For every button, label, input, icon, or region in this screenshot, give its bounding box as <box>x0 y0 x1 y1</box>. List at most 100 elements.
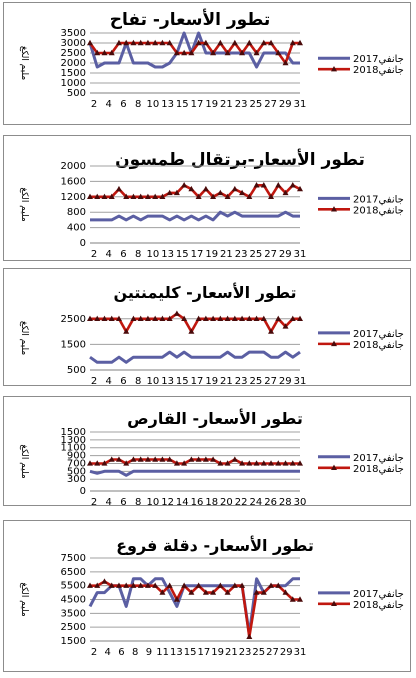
x-tick-label: 22 <box>235 497 248 508</box>
data-point-2018 <box>144 315 151 321</box>
data-point-2018 <box>137 39 144 46</box>
data-point-2018 <box>297 39 303 46</box>
data-point-2018 <box>137 315 144 321</box>
data-point-2018 <box>217 460 224 466</box>
data-point-2018 <box>123 582 130 588</box>
data-point-2018 <box>210 49 217 56</box>
data-point-2018 <box>202 185 209 192</box>
data-point-2018 <box>282 460 289 466</box>
data-point-2018 <box>253 460 260 466</box>
legend-label-2018: جانفي2018 <box>353 65 404 76</box>
series-line-2017 <box>89 469 300 477</box>
y-tick-label: 500 <box>67 88 86 99</box>
legend-label-2017: جانفي2017 <box>353 453 404 464</box>
data-point-2018 <box>159 315 166 321</box>
data-point-2018 <box>188 456 195 462</box>
data-point-2018 <box>253 182 260 188</box>
data-point-2018 <box>217 39 224 46</box>
y-axis-label: مليم الكغ <box>19 46 29 81</box>
data-point-2018 <box>181 182 188 188</box>
data-point-2018 <box>268 328 275 334</box>
data-point-2018 <box>268 582 275 588</box>
x-tick-label: 6 <box>120 376 126 387</box>
y-tick-label: 3500 <box>61 28 86 39</box>
legend-label-2017: جانفي2017 <box>353 329 404 340</box>
y-tick-label: 800 <box>67 207 86 218</box>
data-point-2018 <box>217 189 224 196</box>
x-tick-label: 16 <box>191 497 204 508</box>
chart-title: تطور الأسعار- تفاح <box>110 9 271 30</box>
chart-title: تطور الأسعار-برتقال طمسون <box>115 149 365 170</box>
data-point-2018 <box>101 49 108 56</box>
data-point-2018 <box>137 456 144 462</box>
data-point-2018 <box>210 589 217 595</box>
data-point-2018 <box>282 323 289 329</box>
y-tick-label: 1500 <box>61 339 86 350</box>
y-tick-label: 400 <box>67 223 86 234</box>
y-tick-label: 2000 <box>61 161 86 172</box>
data-point-2018 <box>253 589 260 595</box>
data-point-2018 <box>239 460 246 466</box>
y-axis-label: مليم الكغ <box>19 321 29 356</box>
x-tick-label: 6 <box>120 497 126 508</box>
y-tick-label: 1500 <box>61 68 86 79</box>
x-tick-label: 10 <box>146 249 159 260</box>
x-tick-label: 18 <box>205 497 218 508</box>
y-tick-label: 700 <box>67 458 86 469</box>
x-tick-label: 8 <box>135 497 141 508</box>
x-tick-label: 4 <box>106 376 112 387</box>
data-point-2018 <box>115 185 122 192</box>
data-point-2018 <box>224 193 231 199</box>
data-point-2018 <box>210 456 217 462</box>
data-point-2018 <box>231 456 238 462</box>
data-point-2018 <box>297 460 303 466</box>
data-point-2018 <box>181 315 188 321</box>
x-tick-label: 27 <box>264 249 277 260</box>
data-point-2018 <box>289 596 296 602</box>
x-tick-label: 29 <box>280 647 293 658</box>
y-tick-label: 500 <box>67 466 86 477</box>
y-tick-label: 1100 <box>61 443 86 454</box>
data-point-2018 <box>282 59 289 66</box>
data-point-2018 <box>123 328 130 334</box>
data-point-2018 <box>260 39 267 46</box>
data-point-2018 <box>275 315 282 321</box>
data-point-2018 <box>115 315 122 321</box>
x-tick-label: 6 <box>118 647 124 658</box>
data-point-2018 <box>195 456 202 462</box>
data-point-2018 <box>108 315 115 321</box>
x-tick-label: 28 <box>279 497 292 508</box>
x-tick-label: 13 <box>170 647 183 658</box>
x-tick-label: 10 <box>146 376 159 387</box>
y-tick-label: 2000 <box>61 58 86 69</box>
x-tick-label: 24 <box>249 497 262 508</box>
data-point-2018 <box>115 582 122 588</box>
data-point-2018 <box>224 49 231 56</box>
data-point-2018 <box>195 582 202 588</box>
data-point-2018 <box>195 39 202 46</box>
x-tick-label: 29 <box>279 249 292 260</box>
data-point-2018 <box>87 582 93 588</box>
x-tick-label: 10 <box>146 497 159 508</box>
y-tick-label: 500 <box>67 365 86 376</box>
data-point-2018 <box>166 456 173 462</box>
data-point-2018 <box>130 582 137 588</box>
data-point-2018 <box>123 193 130 199</box>
data-point-2018 <box>115 39 122 46</box>
data-point-2018 <box>195 193 202 199</box>
x-tick-label: 13 <box>161 376 174 387</box>
x-tick-label: 4 <box>106 249 112 260</box>
chart-4: تطور الأسعار- دقلة فروع 1500 2500 3500 4500 5… <box>19 536 404 658</box>
x-tick-label: 25 <box>249 249 262 260</box>
data-point-2018 <box>195 315 202 321</box>
data-point-2018 <box>246 460 253 466</box>
data-point-2018 <box>108 582 115 588</box>
chart-panel-lemon <box>3 396 411 506</box>
y-tick-label: 2500 <box>61 622 86 633</box>
data-point-2018 <box>130 193 137 199</box>
x-tick-label: 30 <box>294 497 307 508</box>
y-tick-label: 1200 <box>61 192 86 203</box>
data-point-2018 <box>101 315 108 321</box>
data-point-2018 <box>152 39 159 46</box>
